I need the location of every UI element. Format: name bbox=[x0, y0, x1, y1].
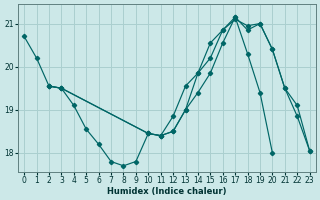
X-axis label: Humidex (Indice chaleur): Humidex (Indice chaleur) bbox=[107, 187, 227, 196]
